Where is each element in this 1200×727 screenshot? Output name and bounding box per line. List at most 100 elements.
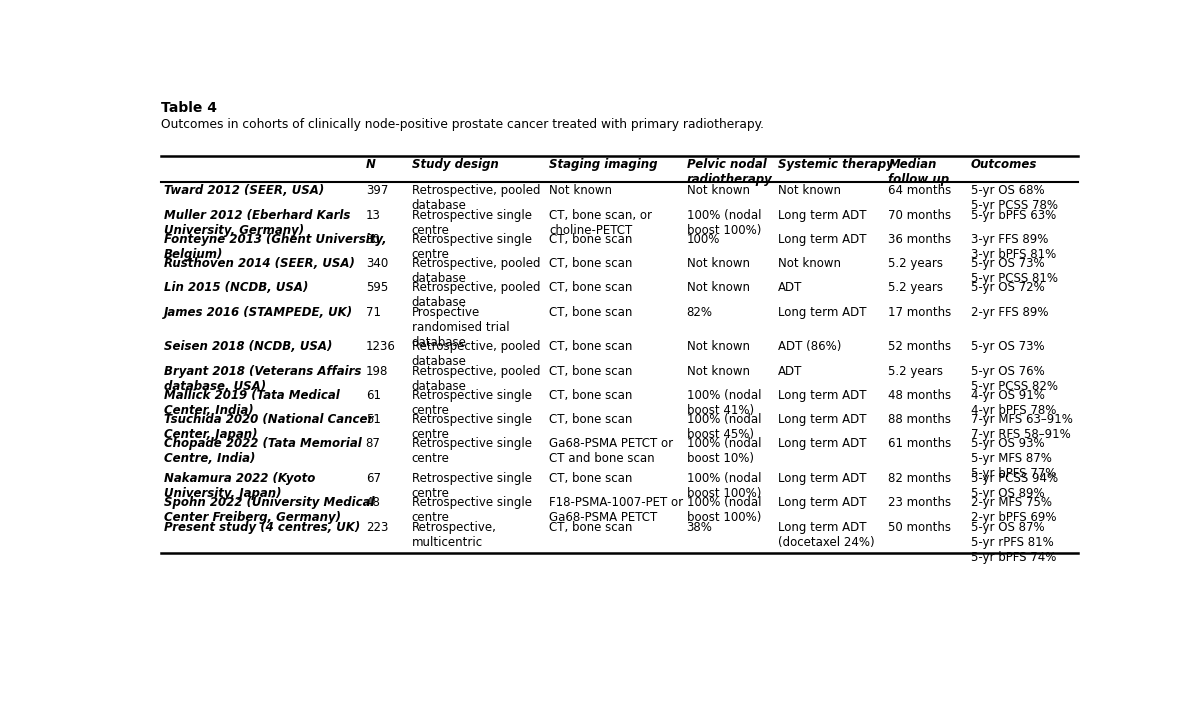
Text: Retrospective, pooled
database: Retrospective, pooled database — [412, 185, 540, 212]
Text: 5-yr OS 76%
5-yr PCSS 82%: 5-yr OS 76% 5-yr PCSS 82% — [971, 364, 1058, 393]
Text: Long term ADT: Long term ADT — [779, 413, 866, 426]
Text: Retrospective single
centre: Retrospective single centre — [412, 389, 532, 417]
Text: Retrospective, pooled
database: Retrospective, pooled database — [412, 257, 540, 285]
Text: Retrospective, pooled
database: Retrospective, pooled database — [412, 281, 540, 310]
Text: 48: 48 — [366, 497, 380, 509]
Text: ADT: ADT — [779, 281, 803, 294]
Text: James 2016 (STAMPEDE, UK): James 2016 (STAMPEDE, UK) — [164, 306, 353, 318]
Text: 5-yr OS 87%
5-yr rPFS 81%
5-yr bPFS 74%: 5-yr OS 87% 5-yr rPFS 81% 5-yr bPFS 74% — [971, 521, 1056, 563]
Text: Not known: Not known — [686, 340, 750, 353]
Text: 100% (nodal
boost 100%): 100% (nodal boost 100%) — [686, 497, 761, 524]
Text: 4-yr OS 91%
4-yr bPFS 78%: 4-yr OS 91% 4-yr bPFS 78% — [971, 389, 1056, 417]
Text: Not known: Not known — [550, 185, 612, 197]
Text: Long term ADT: Long term ADT — [779, 233, 866, 246]
Text: Long term ADT: Long term ADT — [779, 209, 866, 222]
Text: Retrospective, pooled
database: Retrospective, pooled database — [412, 364, 540, 393]
Text: 100% (nodal
boost 45%): 100% (nodal boost 45%) — [686, 413, 761, 441]
Text: Staging imaging: Staging imaging — [550, 158, 658, 171]
Text: Long term ADT
(docetaxel 24%): Long term ADT (docetaxel 24%) — [779, 521, 875, 548]
Text: Tward 2012 (SEER, USA): Tward 2012 (SEER, USA) — [164, 185, 324, 197]
Text: CT, bone scan: CT, bone scan — [550, 233, 632, 246]
Text: 13: 13 — [366, 209, 380, 222]
Text: Ga68-PSMA PETCT or
CT and bone scan: Ga68-PSMA PETCT or CT and bone scan — [550, 438, 673, 465]
Text: Retrospective,
multicentric: Retrospective, multicentric — [412, 521, 497, 548]
Text: 5-yr OS 73%: 5-yr OS 73% — [971, 340, 1044, 353]
Text: CT, bone scan: CT, bone scan — [550, 364, 632, 377]
Text: 2-yr FFS 89%: 2-yr FFS 89% — [971, 306, 1049, 318]
Text: 64 months: 64 months — [888, 185, 952, 197]
Text: 595: 595 — [366, 281, 388, 294]
Text: 82%: 82% — [686, 306, 713, 318]
Text: Outcomes: Outcomes — [971, 158, 1037, 171]
Text: Long term ADT: Long term ADT — [779, 306, 866, 318]
Text: CT, bone scan: CT, bone scan — [550, 306, 632, 318]
Text: 61: 61 — [366, 389, 380, 402]
Text: 7-yr MFS 63–91%
7-yr RFS 58–91%: 7-yr MFS 63–91% 7-yr RFS 58–91% — [971, 413, 1073, 441]
Text: 100% (nodal
boost 100%): 100% (nodal boost 100%) — [686, 209, 761, 236]
Text: Lin 2015 (NCDB, USA): Lin 2015 (NCDB, USA) — [164, 281, 308, 294]
Text: 5-yr OS 68%
5-yr PCSS 78%: 5-yr OS 68% 5-yr PCSS 78% — [971, 185, 1058, 212]
Text: 71: 71 — [366, 306, 380, 318]
Text: Not known: Not known — [779, 257, 841, 270]
Text: Mallick 2019 (Tata Medical
Center, India): Mallick 2019 (Tata Medical Center, India… — [164, 389, 340, 417]
Text: Retrospective single
centre: Retrospective single centre — [412, 413, 532, 441]
Text: 397: 397 — [366, 185, 388, 197]
Text: 67: 67 — [366, 472, 380, 485]
Text: 36 months: 36 months — [888, 233, 952, 246]
Text: 82 months: 82 months — [888, 472, 952, 485]
Text: 223: 223 — [366, 521, 388, 534]
Text: Muller 2012 (Eberhard Karls
University, Germany): Muller 2012 (Eberhard Karls University, … — [164, 209, 350, 236]
Text: CT, bone scan: CT, bone scan — [550, 389, 632, 402]
Text: 88 months: 88 months — [888, 413, 952, 426]
Text: Not known: Not known — [686, 281, 750, 294]
Text: 198: 198 — [366, 364, 388, 377]
Text: 17 months: 17 months — [888, 306, 952, 318]
Text: 5-yr OS 72%: 5-yr OS 72% — [971, 281, 1045, 294]
Text: 38%: 38% — [686, 521, 713, 534]
Text: Long term ADT: Long term ADT — [779, 438, 866, 451]
Text: Not known: Not known — [686, 257, 750, 270]
Text: Systemic therapy: Systemic therapy — [779, 158, 894, 171]
Text: 23 months: 23 months — [888, 497, 952, 509]
Text: Not known: Not known — [686, 185, 750, 197]
Text: Seisen 2018 (NCDB, USA): Seisen 2018 (NCDB, USA) — [164, 340, 332, 353]
Text: 61 months: 61 months — [888, 438, 952, 451]
Text: 51: 51 — [366, 413, 380, 426]
Text: Prospective
randomised trial
database: Prospective randomised trial database — [412, 306, 509, 349]
Text: 52 months: 52 months — [888, 340, 952, 353]
Text: 48 months: 48 months — [888, 389, 952, 402]
Text: CT, bone scan: CT, bone scan — [550, 413, 632, 426]
Text: Tsuchida 2020 (National Cancer
Center, Japan): Tsuchida 2020 (National Cancer Center, J… — [164, 413, 373, 441]
Text: Present study (4 centres, UK): Present study (4 centres, UK) — [164, 521, 360, 534]
Text: CT, bone scan: CT, bone scan — [550, 281, 632, 294]
Text: Long term ADT: Long term ADT — [779, 389, 866, 402]
Text: CT, bone scan, or
choline-PETCT: CT, bone scan, or choline-PETCT — [550, 209, 652, 236]
Text: Outcomes in cohorts of clinically node-positive prostate cancer treated with pri: Outcomes in cohorts of clinically node-p… — [161, 118, 764, 131]
Text: Fonteyne 2013 (Ghent University,
Belgium): Fonteyne 2013 (Ghent University, Belgium… — [164, 233, 386, 261]
Text: Rusthoven 2014 (SEER, USA): Rusthoven 2014 (SEER, USA) — [164, 257, 355, 270]
Text: Bryant 2018 (Veterans Affairs
database, USA): Bryant 2018 (Veterans Affairs database, … — [164, 364, 361, 393]
Text: CT, bone scan: CT, bone scan — [550, 257, 632, 270]
Text: Retrospective single
centre: Retrospective single centre — [412, 472, 532, 500]
Text: 87: 87 — [366, 438, 380, 451]
Text: 70 months: 70 months — [888, 209, 952, 222]
Text: Nakamura 2022 (Kyoto
University, Japan): Nakamura 2022 (Kyoto University, Japan) — [164, 472, 316, 500]
Text: 3-yr FFS 89%
3-yr bPFS 81%: 3-yr FFS 89% 3-yr bPFS 81% — [971, 233, 1056, 261]
Text: Table 4: Table 4 — [161, 101, 217, 116]
Text: Retrospective single
centre: Retrospective single centre — [412, 497, 532, 524]
Text: CT, bone scan: CT, bone scan — [550, 472, 632, 485]
Text: Chopade 2022 (Tata Memorial
Centre, India): Chopade 2022 (Tata Memorial Centre, Indi… — [164, 438, 361, 465]
Text: ADT: ADT — [779, 364, 803, 377]
Text: 50 months: 50 months — [888, 521, 952, 534]
Text: 100%: 100% — [686, 233, 720, 246]
Text: 5-yr OS 93%
5-yr MFS 87%
5-yr bPFS 77%: 5-yr OS 93% 5-yr MFS 87% 5-yr bPFS 77% — [971, 438, 1056, 481]
Text: Long term ADT: Long term ADT — [779, 472, 866, 485]
Text: Retrospective single
centre: Retrospective single centre — [412, 233, 532, 261]
Text: Not known: Not known — [686, 364, 750, 377]
Text: 1236: 1236 — [366, 340, 396, 353]
Text: Median
follow up: Median follow up — [888, 158, 949, 186]
Text: Retrospective single
centre: Retrospective single centre — [412, 438, 532, 465]
Text: 100% (nodal
boost 10%): 100% (nodal boost 10%) — [686, 438, 761, 465]
Text: N: N — [366, 158, 376, 171]
Text: Retrospective single
centre: Retrospective single centre — [412, 209, 532, 236]
